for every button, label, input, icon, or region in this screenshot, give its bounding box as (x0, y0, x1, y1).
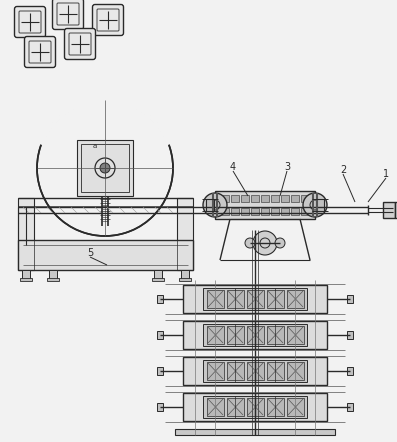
Circle shape (303, 193, 327, 217)
Bar (231, 195, 239, 202)
Bar (247, 326, 264, 344)
Bar (271, 195, 279, 202)
Circle shape (100, 163, 110, 173)
Bar (81, 144, 129, 192)
Bar (20, 278, 32, 281)
Bar (207, 362, 224, 380)
Bar (227, 290, 244, 308)
Bar (231, 208, 239, 215)
Text: 4: 4 (230, 162, 236, 172)
Bar (181, 270, 189, 280)
Bar (281, 208, 289, 215)
Bar (183, 321, 327, 349)
Bar (183, 357, 327, 385)
Bar (261, 208, 269, 215)
Text: 1: 1 (383, 169, 389, 179)
Bar (347, 295, 353, 303)
Bar (247, 398, 264, 416)
FancyBboxPatch shape (25, 37, 56, 68)
Bar (175, 429, 335, 435)
Bar (301, 208, 309, 215)
Bar (177, 198, 193, 270)
Bar (206, 199, 214, 211)
Bar (247, 290, 264, 308)
Bar (383, 202, 395, 218)
Bar (203, 324, 307, 346)
Bar (287, 326, 304, 344)
FancyBboxPatch shape (64, 28, 96, 60)
Bar (241, 195, 249, 202)
Bar (157, 367, 163, 375)
Bar (18, 198, 34, 270)
Bar (281, 195, 289, 202)
Bar (267, 290, 284, 308)
Bar (227, 362, 244, 380)
Bar (287, 290, 304, 308)
Bar (18, 240, 193, 270)
Bar (247, 362, 264, 380)
Bar (203, 360, 307, 382)
Bar (251, 208, 259, 215)
Bar (347, 331, 353, 339)
Bar (267, 326, 284, 344)
Text: a: a (93, 143, 97, 149)
Bar (301, 195, 309, 202)
Bar (203, 288, 307, 310)
Bar (22, 270, 30, 280)
Bar (157, 403, 163, 411)
Bar (207, 398, 224, 416)
Bar (215, 191, 315, 219)
Bar (183, 285, 327, 313)
Bar (157, 295, 163, 303)
Bar (347, 367, 353, 375)
Bar (49, 270, 57, 280)
Bar (271, 208, 279, 215)
FancyBboxPatch shape (93, 4, 123, 35)
Bar (203, 396, 307, 418)
Bar (183, 393, 327, 421)
Circle shape (203, 193, 227, 217)
Bar (291, 208, 299, 215)
FancyBboxPatch shape (15, 7, 46, 38)
Text: 3: 3 (284, 162, 290, 172)
Text: 5: 5 (87, 248, 93, 258)
Bar (287, 398, 304, 416)
Bar (221, 195, 229, 202)
Bar (47, 278, 59, 281)
Bar (267, 362, 284, 380)
Bar (207, 326, 224, 344)
Bar (291, 195, 299, 202)
Bar (251, 195, 259, 202)
Text: 2: 2 (340, 165, 346, 175)
Bar (267, 398, 284, 416)
Bar (152, 278, 164, 281)
Bar (316, 199, 324, 211)
Bar (154, 270, 162, 280)
Bar (241, 208, 249, 215)
FancyBboxPatch shape (52, 0, 83, 30)
Bar (157, 331, 163, 339)
Bar (227, 326, 244, 344)
Bar (179, 278, 191, 281)
Bar (287, 362, 304, 380)
Bar (347, 403, 353, 411)
Circle shape (275, 238, 285, 248)
Bar (207, 290, 224, 308)
Bar (77, 140, 133, 196)
Bar (227, 398, 244, 416)
Bar (221, 208, 229, 215)
Bar (261, 195, 269, 202)
Circle shape (253, 231, 277, 255)
Circle shape (245, 238, 255, 248)
